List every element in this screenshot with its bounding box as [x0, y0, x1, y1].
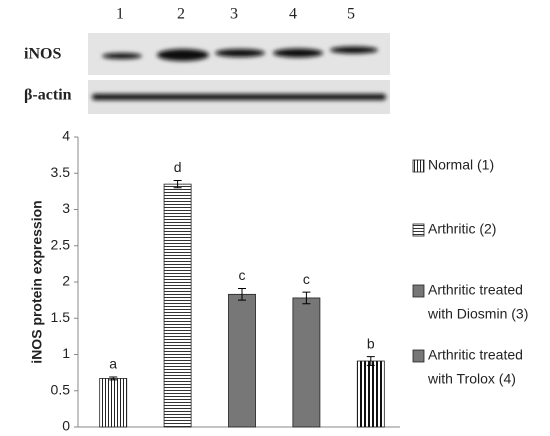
legend-label: with Diosmin (3)	[427, 306, 528, 322]
significance-label: c	[303, 271, 310, 287]
y-tick-label: 0.5	[51, 381, 71, 397]
bar	[163, 183, 192, 428]
error-bar	[109, 376, 118, 381]
y-tick-label: 3.5	[51, 164, 71, 180]
y-tick-label: 0	[62, 418, 70, 434]
legend-label: Arthritic (2)	[428, 221, 496, 237]
bar	[228, 293, 256, 428]
lane-label: 3	[230, 6, 238, 23]
band	[215, 49, 265, 57]
bar	[356, 360, 385, 428]
y-axis-label: iNOS protein expression	[29, 200, 45, 363]
bar	[99, 378, 128, 428]
significance-label: a	[109, 356, 117, 372]
error-bar	[173, 180, 182, 189]
y-tick-label: 4	[62, 128, 70, 144]
y-tick-label: 2	[62, 273, 70, 289]
y-tick-label: 2.5	[51, 236, 71, 252]
band	[157, 49, 209, 61]
row-label: β-actin	[24, 87, 72, 104]
lane-label: 2	[177, 6, 185, 23]
error-bar	[238, 288, 246, 301]
lane-label: 1	[116, 6, 124, 23]
band	[102, 53, 142, 59]
bar	[292, 297, 321, 428]
blot	[88, 33, 390, 114]
bands	[92, 46, 386, 100]
y-tick-label: 1.5	[51, 309, 71, 325]
legend-label: Arthritic treated	[428, 347, 523, 363]
lane-label: 4	[289, 6, 297, 23]
significance-label: d	[174, 159, 182, 175]
significance-label: b	[367, 335, 375, 351]
legend-label: Arthritic treated	[428, 282, 523, 298]
lane-label: 5	[347, 6, 355, 23]
legend-swatch	[412, 349, 425, 363]
legend-swatch	[412, 223, 425, 237]
legend-swatch	[412, 159, 425, 173]
legend-label: with Trolox (4)	[427, 371, 516, 387]
row-label: iNOS	[24, 46, 61, 63]
y-tick-label: 1	[62, 345, 70, 361]
y-tick-label: 3	[62, 200, 70, 216]
band	[273, 48, 323, 58]
error-bar	[302, 291, 311, 305]
error-bar	[366, 356, 375, 366]
band	[330, 46, 378, 54]
band	[92, 94, 386, 100]
legend-label: Normal (1)	[428, 157, 494, 173]
legend-swatch	[412, 284, 425, 298]
significance-label: c	[239, 267, 246, 283]
